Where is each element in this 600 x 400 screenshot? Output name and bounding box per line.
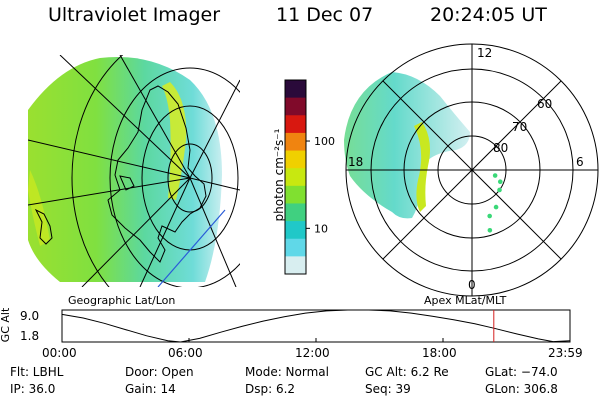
polar-data-point <box>497 187 502 193</box>
altitude-plot <box>61 309 571 343</box>
polar-data-point <box>493 204 499 210</box>
geographic-panel <box>28 55 240 287</box>
colorbar-segment <box>285 238 306 257</box>
colorbar-tick-label: 10 <box>314 222 328 235</box>
terminator-line <box>157 209 226 287</box>
colorbar-segment <box>285 256 306 275</box>
colorbar-segment <box>285 185 306 204</box>
polar-data-point <box>497 179 503 185</box>
polar-aurora-image <box>344 72 470 219</box>
time-label: 20:24:05 UT <box>430 4 547 26</box>
info-glat: GLat: −74.0 <box>485 365 558 379</box>
colorbar-segment <box>285 221 306 240</box>
colorbar-segment <box>285 115 306 134</box>
altitude-curve <box>61 309 571 343</box>
altitude-xtick: 23:59 <box>548 346 583 360</box>
mlt-label-12: 12 <box>477 46 493 60</box>
colorbar: 100 10 <box>284 79 335 275</box>
polar-data-point <box>487 228 493 233</box>
mlat-label-60: 60 <box>537 97 553 111</box>
colorbar-tick-label: 100 <box>314 135 335 148</box>
colorbar-unit-label: photon cm⁻²s⁻¹ <box>272 128 286 222</box>
coastline-fragment <box>34 208 53 245</box>
info-ip: IP: 36.0 <box>10 382 56 396</box>
mlt-label-18: 18 <box>348 155 364 169</box>
info-mode: Mode: Normal <box>245 365 329 379</box>
info-gain: Gain: 14 <box>125 382 176 396</box>
altitude-ytick-bottom: 1.8 <box>20 329 40 343</box>
polar-panel-caption: Apex MLat/MLT <box>424 294 507 307</box>
colorbar-frame <box>284 79 307 275</box>
colorbar-segment <box>285 80 306 99</box>
colorbar-segment <box>285 132 306 152</box>
altitude-xtick: 12:00 <box>295 346 330 360</box>
info-glon: GLon: 306.8 <box>485 382 558 396</box>
geo-aurora-left-band <box>28 170 50 246</box>
info-gc-alt: GC Alt: 6.2 Re <box>365 365 449 379</box>
mlt-label-0: 0 <box>468 278 476 292</box>
mlat-label-80: 80 <box>493 141 509 155</box>
info-door: Door: Open <box>125 365 194 379</box>
polar-grid <box>345 43 599 297</box>
altitude-xtick: 06:00 <box>168 346 203 360</box>
colorbar-segment <box>285 168 306 187</box>
geo-aurora-image <box>28 56 222 282</box>
info-filter: Flt: LBHL <box>10 365 64 379</box>
colorbar-segment <box>285 150 306 169</box>
polar-aurora-bright-band <box>414 122 430 212</box>
colorbar-segment <box>285 97 306 116</box>
polar-data-point <box>487 213 492 219</box>
date-label: 11 Dec 07 <box>276 4 374 26</box>
altitude-ytick-top: 9.0 <box>20 309 40 323</box>
polar-panel <box>344 43 599 297</box>
info-dsp: Dsp: 6.2 <box>245 382 296 396</box>
geo-panel-caption: Geographic Lat/Lon <box>68 294 176 307</box>
instrument-title: Ultraviolet Imager <box>48 4 221 26</box>
altitude-xtick: 00:00 <box>42 346 77 360</box>
geo-grid <box>28 55 240 287</box>
coastline-fragment <box>119 175 135 191</box>
mlat-label-70: 70 <box>512 120 528 134</box>
altitude-xtick: 18:00 <box>422 346 457 360</box>
colorbar-segment <box>285 203 306 222</box>
antarctica-outline <box>107 85 207 263</box>
mlt-label-6: 6 <box>576 155 584 169</box>
info-seq: Seq: 39 <box>365 382 411 396</box>
polar-data-point <box>492 173 498 178</box>
altitude-ylabel: GC Alt <box>0 307 12 343</box>
